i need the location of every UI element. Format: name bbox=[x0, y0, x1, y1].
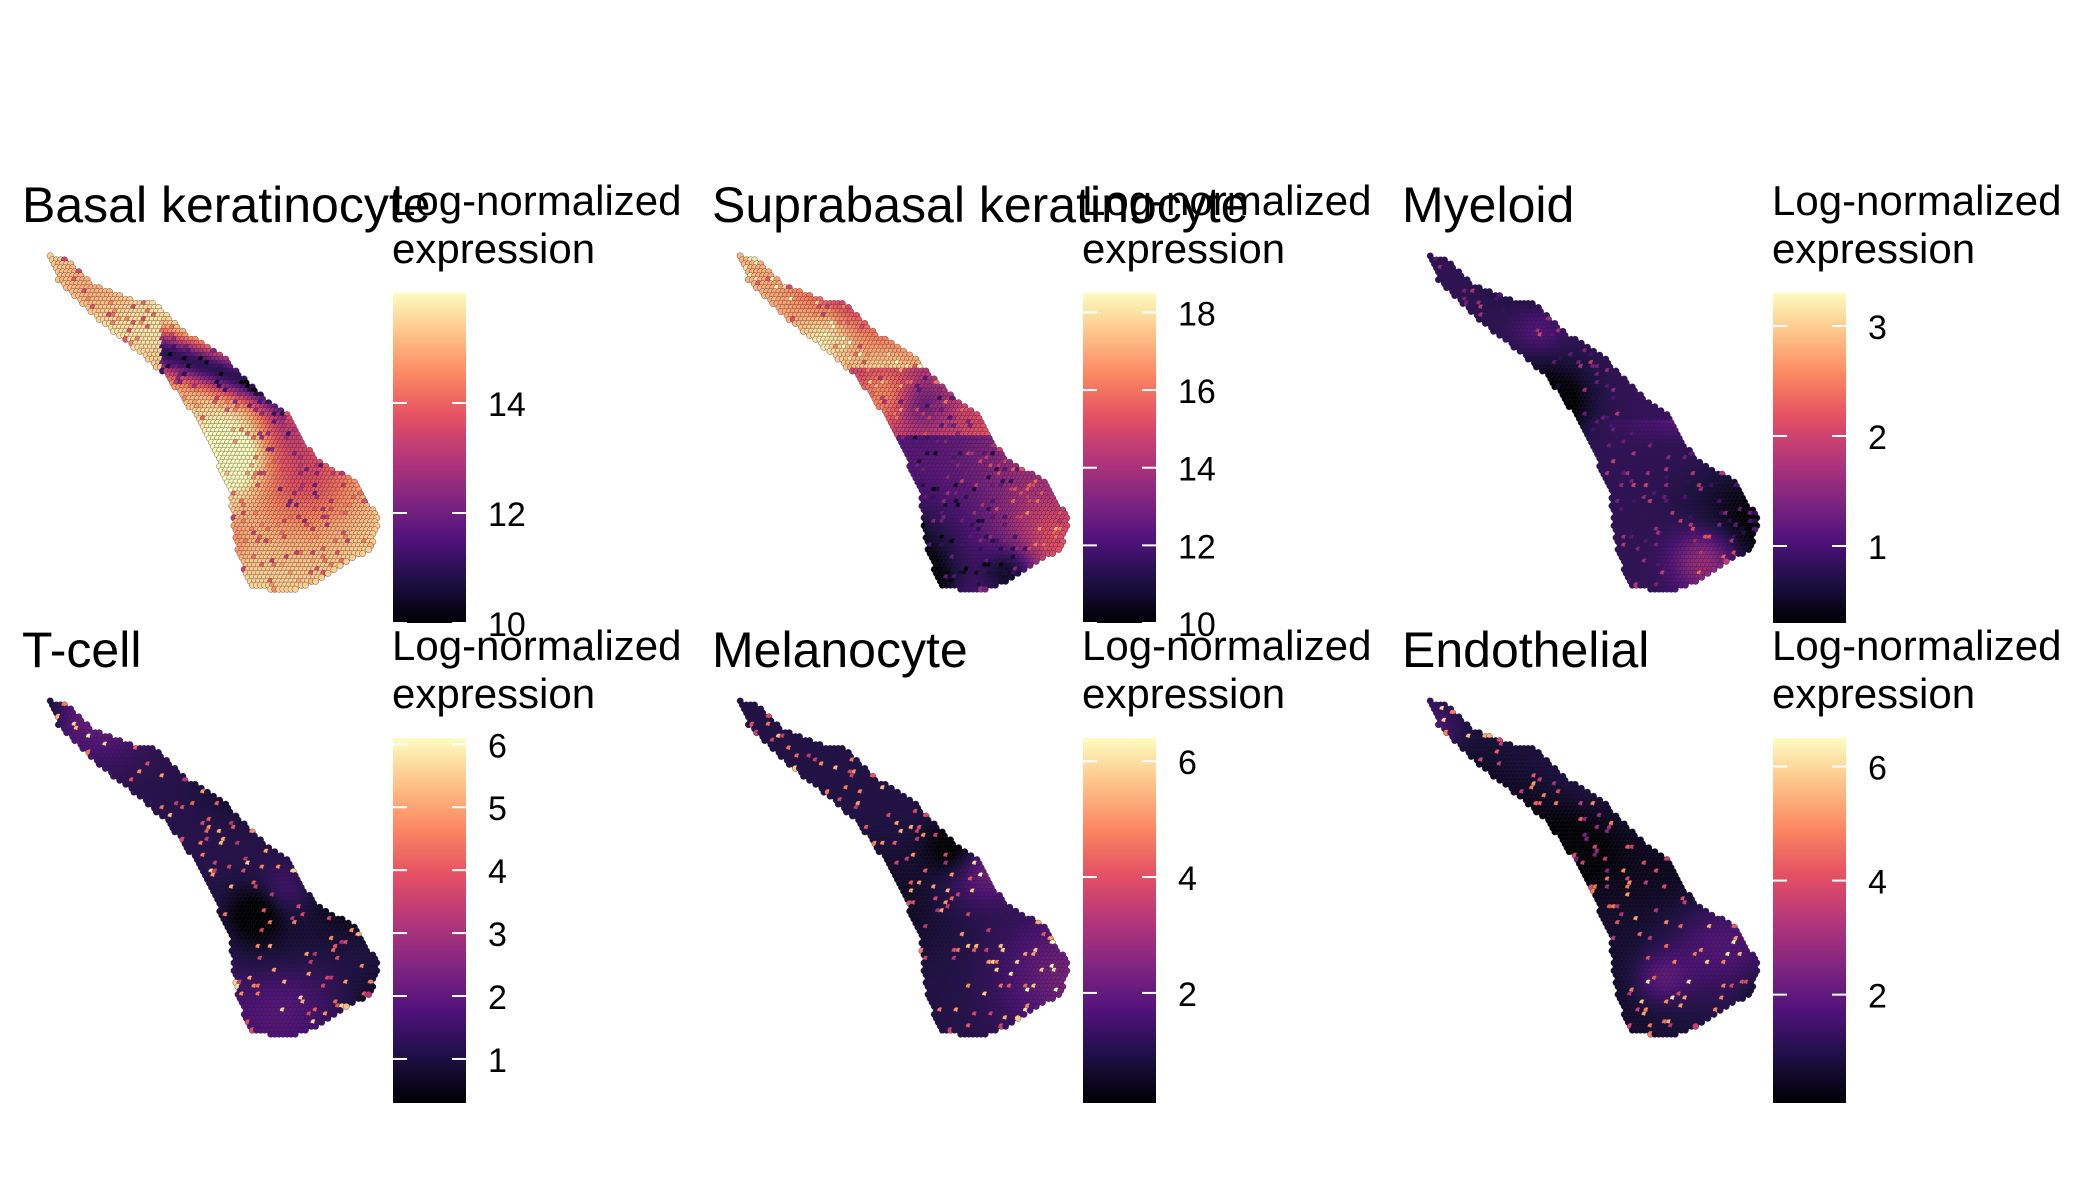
colorbar bbox=[393, 293, 466, 623]
tissue-spot bbox=[342, 558, 350, 565]
colorbar-tick-label: 14 bbox=[488, 386, 526, 424]
tissue-spot bbox=[318, 573, 326, 581]
panel-title: Myeloid bbox=[1402, 177, 1574, 233]
panel-title: Basal keratinocyte bbox=[22, 177, 431, 233]
tissue-spot bbox=[324, 569, 332, 577]
colorbar-tick-label: 12 bbox=[488, 496, 526, 534]
tissue-spot bbox=[359, 550, 366, 557]
tissue-spot bbox=[1014, 569, 1022, 577]
legend-title: expression bbox=[1082, 225, 1285, 272]
tissue-spots bbox=[46, 252, 381, 593]
colorbar-tick-label: 12 bbox=[1178, 528, 1216, 566]
tissue-spot bbox=[1032, 558, 1040, 565]
tissue-spot bbox=[330, 566, 338, 573]
tissue-spot bbox=[365, 546, 373, 553]
tissue-spot bbox=[981, 585, 989, 593]
legend-title: Log-normalized bbox=[1082, 177, 1372, 224]
tissue-spot bbox=[312, 577, 319, 585]
tissue-spot bbox=[1020, 566, 1028, 573]
panel-1: Suprabasal keratinocyteLog-normalizedexp… bbox=[712, 177, 1372, 644]
colorbar-tick-label: 18 bbox=[1178, 295, 1216, 333]
tissue-spot bbox=[1039, 554, 1046, 561]
tissue-spot bbox=[1055, 546, 1063, 553]
colorbar-tick-label: 16 bbox=[1178, 373, 1216, 411]
legend-title: Log-normalized bbox=[392, 177, 682, 224]
tissue-spot bbox=[1026, 562, 1034, 569]
tissue-spots bbox=[736, 252, 1071, 593]
legend-title: expression bbox=[392, 225, 595, 272]
panel-0: Basal keratinocyteLog-normalizedexpressi… bbox=[22, 177, 682, 644]
colorbar bbox=[1083, 293, 1156, 623]
tissue-spot bbox=[1008, 573, 1016, 581]
tissue-spot bbox=[349, 554, 356, 561]
tissue-spots bbox=[1426, 252, 1761, 593]
tissue-spot bbox=[1049, 550, 1056, 557]
colorbar-tick-label: 14 bbox=[1178, 451, 1216, 489]
tissue-spot bbox=[302, 581, 309, 589]
tissue-spot bbox=[291, 585, 299, 593]
tissue-spot bbox=[992, 581, 999, 589]
tissue-spot bbox=[1002, 577, 1009, 585]
tissue-spot bbox=[336, 562, 344, 569]
